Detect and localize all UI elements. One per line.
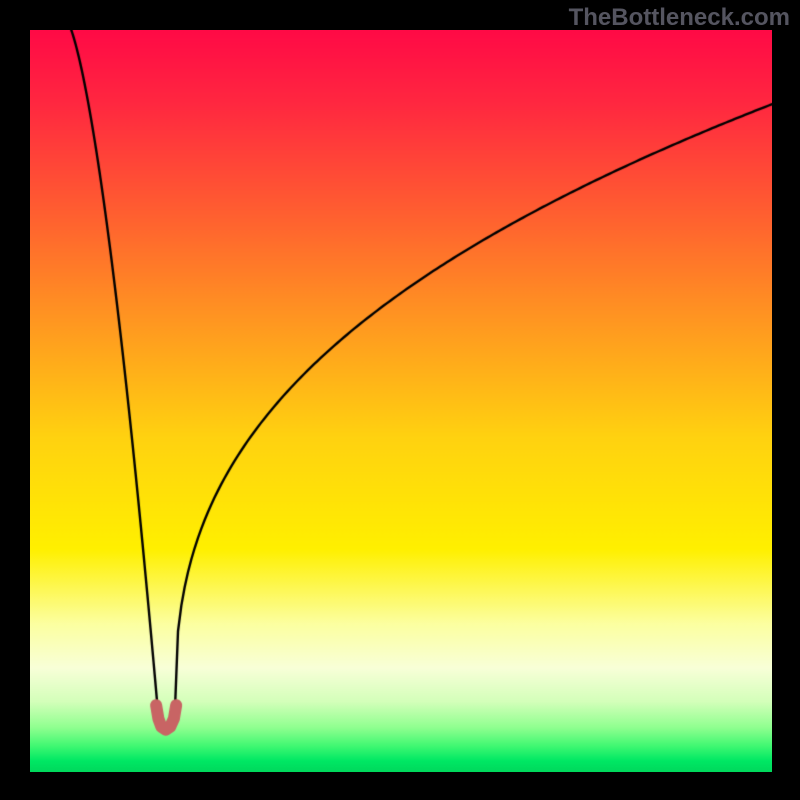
plot-area [30,30,772,772]
watermark-label: TheBottleneck.com [569,4,790,32]
chart-stage: TheBottleneck.com [0,0,800,800]
bottleneck-curve-chart [30,30,772,772]
